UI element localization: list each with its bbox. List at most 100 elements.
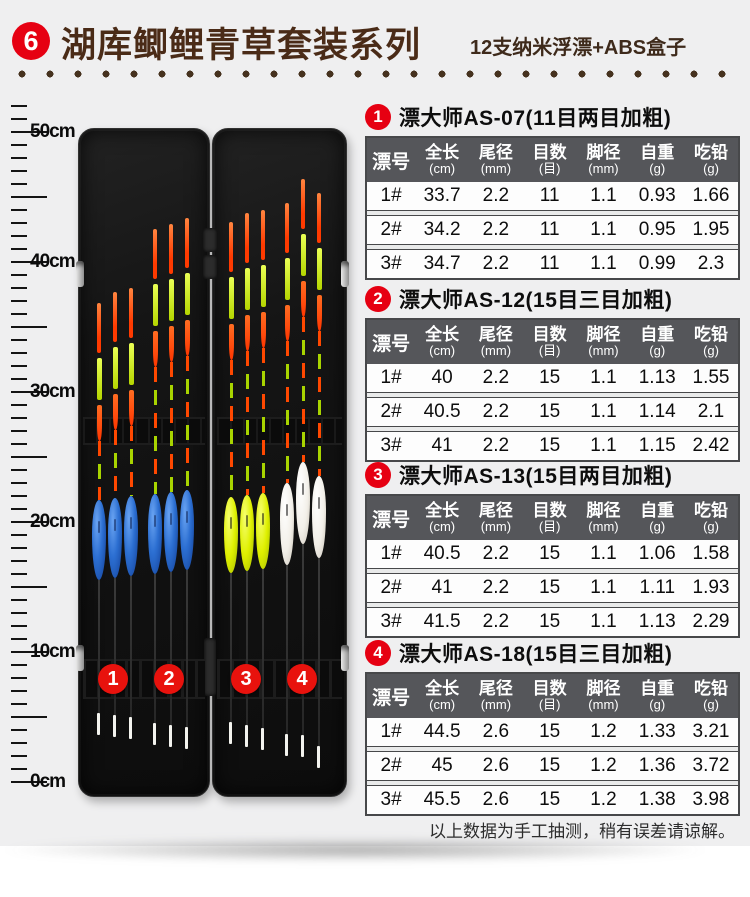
page-subtitle: 12支纳米浮漂+ABS盒子	[470, 37, 687, 59]
spec-table: 漂号 全长 (cm) 尾径 (mm) 目数 (目) 脚径 (mm) 自重 (g) 吃铅 (g…	[365, 494, 740, 638]
fishing-float-yellow	[240, 213, 254, 747]
column-header: 目数 (目)	[532, 325, 567, 358]
foam-band-upper	[217, 417, 342, 445]
column-header: 自重 (g)	[640, 143, 675, 176]
section-title-text: 漂大师AS-12(15目三目加粗)	[399, 289, 673, 312]
spec-section-as12: 2 漂大师AS-12(15目三目加粗) 漂号 全长 (cm) 尾径 (mm) 目数(…	[365, 285, 740, 462]
column-header: 尾径 (mm)	[478, 679, 513, 712]
fishing-float-yellow	[224, 222, 238, 744]
table-row: 3# 45.5 2.6 15 1.2 1.38 3.98	[367, 785, 738, 814]
column-header: 脚径 (mm)	[586, 143, 621, 176]
foam-band-upper	[83, 417, 205, 445]
section-title: 3 漂大师AS-13(15目两目加粗)	[365, 461, 740, 489]
table-row: 2# 45 2.6 15 1.2 1.36 3.72	[367, 751, 738, 781]
section-title: 1 漂大师AS-07(11目两目加粗)	[365, 103, 740, 131]
column-header: 全长 (cm)	[425, 325, 460, 358]
section-number-badge: 2	[365, 286, 391, 312]
table-row: 1# 33.7 2.2 11 1.1 0.93 1.66	[367, 182, 738, 211]
fishing-float-blue	[164, 224, 178, 747]
fishing-float-blue	[92, 303, 106, 735]
bottom-shadow	[0, 838, 710, 862]
fishing-float-white	[280, 203, 294, 756]
table-body: 1# 40 2.2 15 1.1 1.13 1.55 2# 40.5 2.2 15 1.1 1.14 2…	[367, 364, 738, 460]
spec-section-as18: 4 漂大师AS-18(15目三目加粗) 漂号 全长 (cm) 尾径 (mm) 目数(…	[365, 639, 740, 816]
dotted-divider	[8, 69, 744, 79]
section-title: 2 漂大师AS-12(15目三目加粗)	[365, 285, 740, 313]
section-title-text: 漂大师AS-18(15目三目加粗)	[399, 643, 673, 666]
column-header: 尾径 (mm)	[478, 143, 513, 176]
table-body: 1# 40.5 2.2 15 1.1 1.06 1.58 2# 41 2.2 15 1.1 1.11 1…	[367, 540, 738, 636]
cm-ruler: 50cm 40cm 30cm 20cm 10cm 0cm	[0, 92, 76, 804]
group-badge-4: 4	[287, 664, 317, 694]
column-header: 脚径 (mm)	[586, 679, 621, 712]
bottom-white-strip	[0, 846, 750, 897]
column-header: 尾径 (mm)	[478, 501, 513, 534]
case-latch	[76, 261, 84, 287]
fishing-float-yellow	[256, 210, 270, 750]
series-number-badge: 6	[12, 22, 50, 60]
fishing-float-white	[296, 179, 310, 757]
column-header: 自重 (g)	[640, 501, 675, 534]
spec-table: 漂号 全长 (cm) 尾径 (mm) 目数 (目) 脚径 (mm) 自重 (g) 吃铅 (g…	[365, 672, 740, 816]
column-header: 吃铅 (g)	[694, 501, 729, 534]
fishing-float-blue	[180, 218, 194, 749]
float-stem-tip	[97, 713, 100, 735]
disclaimer-note: 以上数据为手工抽测，稍有误差请谅解。	[429, 822, 735, 841]
ruler-major-ticks	[11, 131, 47, 787]
column-header: 自重 (g)	[640, 679, 675, 712]
ruler-label: 20cm	[30, 511, 76, 532]
group-badge-2: 2	[154, 664, 184, 694]
case-hinge	[204, 638, 216, 696]
section-number-badge: 1	[365, 104, 391, 130]
section-number-badge: 4	[365, 640, 391, 666]
column-header: 吃铅 (g)	[694, 143, 729, 176]
column-header: 全长 (cm)	[425, 679, 460, 712]
table-row: 1# 40 2.2 15 1.1 1.13 1.55	[367, 364, 738, 393]
spec-table: 漂号 全长 (cm) 尾径 (mm) 目数 (目) 脚径 (mm) 自重 (g) 吃铅 (g…	[365, 136, 740, 280]
section-title: 4 漂大师AS-18(15目三目加粗)	[365, 639, 740, 667]
column-header: 漂号	[372, 151, 411, 173]
section-title-text: 漂大师AS-13(15目两目加粗)	[399, 465, 673, 488]
table-header-row: 漂号 全长 (cm) 尾径 (mm) 目数 (目) 脚径 (mm) 自重 (g) 吃铅 (g…	[367, 320, 738, 364]
ruler-label: 0cm	[30, 771, 66, 792]
page-title: 湖库鲫鲤青草套装系列	[61, 26, 422, 65]
fishing-float-blue	[148, 229, 162, 745]
column-header: 漂号	[372, 333, 411, 355]
table-row: 3# 41 2.2 15 1.1 1.15 2.42	[367, 431, 738, 460]
fishing-float-blue	[108, 292, 122, 737]
float-case-right	[212, 128, 349, 797]
ruler-label: 30cm	[30, 381, 76, 402]
column-header: 自重 (g)	[640, 325, 675, 358]
column-header: 吃铅 (g)	[694, 679, 729, 712]
case-latch	[341, 261, 349, 287]
table-row: 1# 44.5 2.6 15 1.2 1.33 3.21	[367, 718, 738, 747]
table-header-row: 漂号 全长 (cm) 尾径 (mm) 目数 (目) 脚径 (mm) 自重 (g) 吃铅 (g…	[367, 138, 738, 182]
case-latch	[341, 645, 349, 671]
column-header: 漂号	[372, 509, 411, 531]
column-header: 尾径 (mm)	[478, 325, 513, 358]
group-badge-3: 3	[231, 664, 261, 694]
ruler-label: 10cm	[30, 641, 76, 662]
group-badge-1: 1	[98, 664, 128, 694]
ruler-label: 40cm	[30, 251, 76, 272]
column-header: 吃铅 (g)	[694, 325, 729, 358]
column-header: 目数 (目)	[532, 143, 567, 176]
case-hinge	[203, 228, 217, 252]
table-row: 2# 34.2 2.2 11 1.1 0.95 1.95	[367, 215, 738, 245]
fishing-float-white	[312, 193, 326, 768]
table-row: 2# 40.5 2.2 15 1.1 1.14 2.1	[367, 397, 738, 427]
case-latch	[76, 645, 84, 671]
column-header: 脚径 (mm)	[586, 501, 621, 534]
table-row: 3# 41.5 2.2 15 1.1 1.13 2.29	[367, 607, 738, 636]
column-header: 全长 (cm)	[425, 501, 460, 534]
table-row: 3# 34.7 2.2 11 1.1 0.99 2.3	[367, 249, 738, 278]
case-hinge	[203, 255, 217, 279]
table-row: 2# 41 2.2 15 1.1 1.11 1.93	[367, 573, 738, 603]
table-header-row: 漂号 全长 (cm) 尾径 (mm) 目数 (目) 脚径 (mm) 自重 (g) 吃铅 (g…	[367, 674, 738, 718]
spec-section-as07: 1 漂大师AS-07(11目两目加粗) 漂号 全长 (cm) 尾径 (mm) 目数(…	[365, 103, 740, 280]
section-title-text: 漂大师AS-07(11目两目加粗)	[399, 107, 672, 130]
ruler-label: 50cm	[30, 121, 76, 142]
section-number-badge: 3	[365, 462, 391, 488]
table-row: 1# 40.5 2.2 15 1.1 1.06 1.58	[367, 540, 738, 569]
table-header-row: 漂号 全长 (cm) 尾径 (mm) 目数 (目) 脚径 (mm) 自重 (g) 吃铅 (g…	[367, 496, 738, 540]
